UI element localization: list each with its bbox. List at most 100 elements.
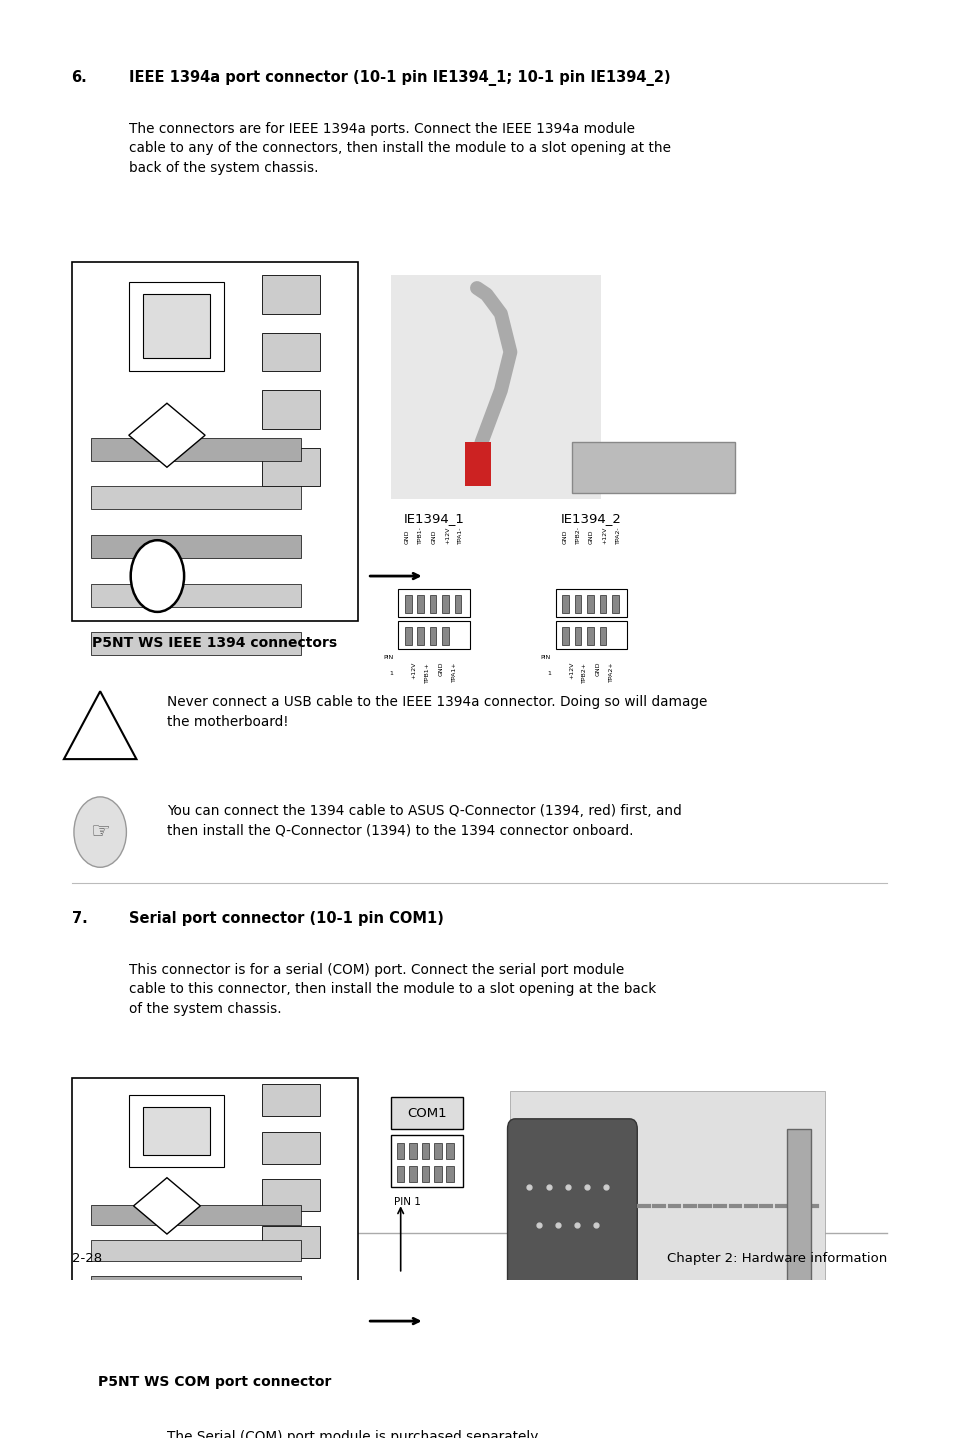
Bar bbox=[454, 595, 461, 613]
Bar bbox=[421, 1166, 429, 1182]
Bar bbox=[429, 595, 436, 613]
Text: GND: GND bbox=[431, 529, 436, 544]
Bar bbox=[262, 1084, 319, 1116]
Bar bbox=[555, 588, 626, 617]
Text: TPA1-: TPA1- bbox=[457, 526, 463, 544]
Bar bbox=[786, 1129, 810, 1309]
Text: TPA2+: TPA2+ bbox=[608, 661, 614, 683]
Bar bbox=[91, 437, 300, 460]
Bar bbox=[598, 595, 606, 613]
Text: ☞: ☞ bbox=[91, 823, 110, 843]
Text: PIN: PIN bbox=[540, 656, 551, 660]
Text: +12V: +12V bbox=[444, 526, 450, 544]
Bar bbox=[409, 1166, 416, 1182]
Bar bbox=[409, 1143, 416, 1159]
Circle shape bbox=[133, 1288, 181, 1353]
Bar bbox=[91, 1347, 300, 1369]
Bar bbox=[510, 1090, 824, 1314]
Bar bbox=[391, 1097, 462, 1129]
Text: Serial port connector (10-1 pin COM1): Serial port connector (10-1 pin COM1) bbox=[129, 912, 443, 926]
FancyBboxPatch shape bbox=[507, 1119, 637, 1293]
Bar bbox=[91, 535, 300, 558]
Text: 6.: 6. bbox=[71, 70, 88, 85]
Text: GND: GND bbox=[595, 661, 600, 676]
Bar bbox=[71, 262, 357, 621]
Bar bbox=[262, 1227, 319, 1258]
Bar bbox=[91, 1241, 300, 1261]
Text: 1: 1 bbox=[389, 670, 393, 676]
Bar bbox=[442, 595, 448, 613]
Text: IE1394_2: IE1394_2 bbox=[560, 512, 621, 525]
Text: TPB1+: TPB1+ bbox=[424, 661, 430, 683]
Text: PIN: PIN bbox=[383, 656, 393, 660]
Bar bbox=[612, 595, 618, 613]
Bar bbox=[434, 1143, 441, 1159]
Bar bbox=[598, 627, 606, 646]
Text: GND: GND bbox=[437, 661, 443, 676]
Bar bbox=[442, 627, 448, 646]
Bar bbox=[91, 633, 300, 656]
Bar bbox=[396, 1166, 404, 1182]
Text: The connectors are for IEEE 1394a ports. Connect the IEEE 1394a module
cable to : The connectors are for IEEE 1394a ports.… bbox=[129, 122, 670, 174]
Bar bbox=[574, 627, 581, 646]
Text: GND: GND bbox=[404, 529, 410, 544]
Bar bbox=[434, 1166, 441, 1182]
Bar bbox=[262, 332, 319, 371]
Text: IEEE 1394a port connector (10-1 pin IE1394_1; 10-1 pin IE1394_2): IEEE 1394a port connector (10-1 pin IE13… bbox=[129, 70, 670, 86]
Bar bbox=[572, 441, 734, 493]
Polygon shape bbox=[133, 1178, 200, 1234]
Text: P5NT WS COM port connector: P5NT WS COM port connector bbox=[98, 1375, 331, 1389]
Bar bbox=[391, 275, 600, 499]
Bar bbox=[262, 275, 319, 313]
Polygon shape bbox=[64, 692, 136, 759]
Bar bbox=[91, 584, 300, 607]
Polygon shape bbox=[129, 403, 205, 467]
Bar bbox=[417, 595, 423, 613]
Bar bbox=[71, 1078, 357, 1359]
Text: !: ! bbox=[96, 706, 104, 725]
Circle shape bbox=[131, 541, 184, 613]
Bar bbox=[262, 1132, 319, 1163]
Bar bbox=[129, 282, 224, 371]
Text: This connector is for a serial (COM) port. Connect the serial port module
cable : This connector is for a serial (COM) por… bbox=[129, 962, 656, 1015]
Bar bbox=[421, 1143, 429, 1159]
Bar bbox=[396, 1143, 404, 1159]
Bar bbox=[429, 627, 436, 646]
Bar bbox=[143, 1107, 210, 1155]
Bar bbox=[262, 391, 319, 429]
Text: PIN 1: PIN 1 bbox=[394, 1196, 420, 1206]
Bar bbox=[561, 595, 568, 613]
Bar bbox=[417, 627, 423, 646]
Bar bbox=[446, 1166, 454, 1182]
Bar bbox=[91, 1205, 300, 1225]
Text: COM1: COM1 bbox=[407, 1107, 446, 1120]
Bar bbox=[561, 627, 568, 646]
Bar bbox=[91, 1277, 300, 1297]
Text: TPB2-: TPB2- bbox=[575, 526, 580, 544]
Ellipse shape bbox=[74, 1425, 126, 1438]
Text: 2-28: 2-28 bbox=[71, 1252, 102, 1265]
Text: GND: GND bbox=[561, 529, 567, 544]
Bar bbox=[574, 595, 581, 613]
Text: TPA2-: TPA2- bbox=[615, 526, 620, 544]
Bar bbox=[143, 295, 210, 358]
Bar bbox=[464, 441, 491, 486]
Text: IE1394_1: IE1394_1 bbox=[403, 512, 464, 525]
Text: Never connect a USB cable to the IEEE 1394a connector. Doing so will damage
the : Never connect a USB cable to the IEEE 13… bbox=[167, 695, 706, 729]
Bar bbox=[587, 627, 593, 646]
Text: TPB1-: TPB1- bbox=[417, 526, 423, 544]
Text: 7.: 7. bbox=[71, 912, 88, 926]
Text: +12V: +12V bbox=[411, 661, 416, 679]
Bar bbox=[129, 1094, 224, 1168]
Bar bbox=[398, 621, 470, 649]
Text: GND: GND bbox=[588, 529, 594, 544]
Text: TPB2+: TPB2+ bbox=[581, 661, 587, 683]
Text: 1: 1 bbox=[546, 670, 551, 676]
Bar bbox=[391, 1136, 462, 1186]
Bar bbox=[587, 595, 593, 613]
Text: +12V: +12V bbox=[601, 526, 607, 544]
Text: Chapter 2: Hardware information: Chapter 2: Hardware information bbox=[666, 1252, 886, 1265]
Text: +12V: +12V bbox=[568, 661, 574, 679]
Bar bbox=[446, 1143, 454, 1159]
Text: P5NT WS IEEE 1394 connectors: P5NT WS IEEE 1394 connectors bbox=[92, 636, 336, 650]
